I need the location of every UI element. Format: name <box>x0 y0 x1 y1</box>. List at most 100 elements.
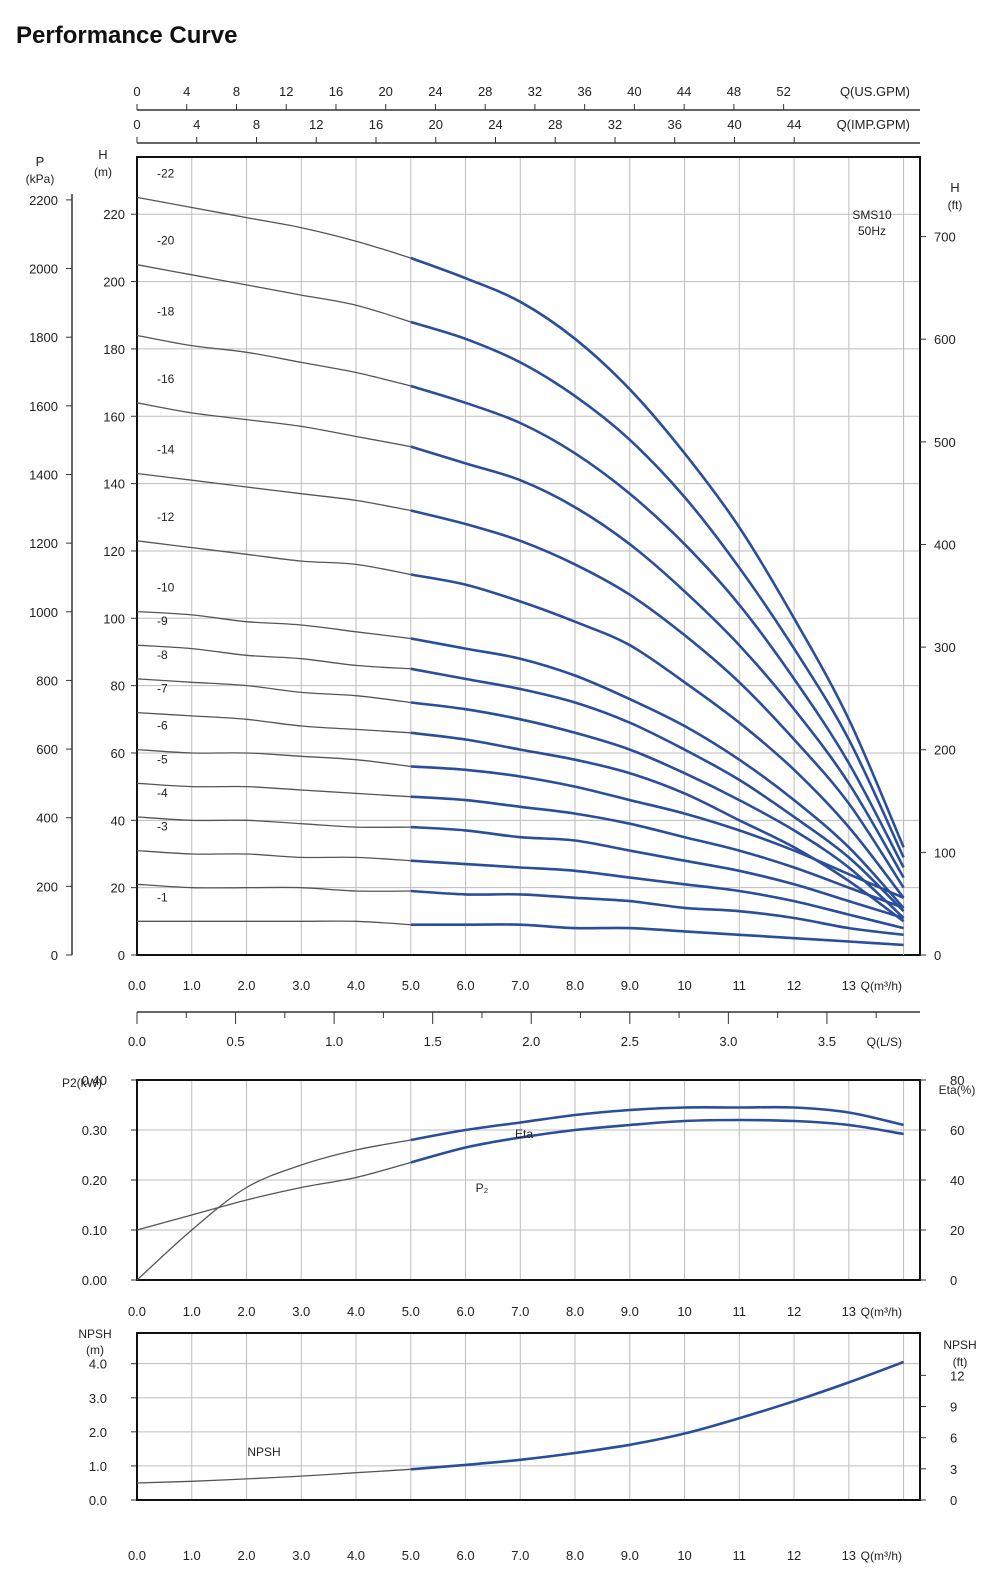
npsh-m-tick-label: 2.0 <box>89 1425 107 1440</box>
head-ft-tick-label: 200 <box>934 743 956 758</box>
head-curve-label: -22 <box>157 166 175 180</box>
head-curve-label: -8 <box>157 648 168 662</box>
head-x-tick-label: 3.0 <box>292 978 310 993</box>
npsh-curve-blue <box>410 1360 905 1471</box>
pressure-tick-label: 1600 <box>29 399 58 414</box>
head-curve-label: -7 <box>157 682 168 696</box>
head-curve-label: -6 <box>157 719 168 733</box>
power-eta-tick-label: 40 <box>950 1173 964 1188</box>
ls-tick-label: 3.0 <box>719 1034 737 1049</box>
eta-curve-blue <box>410 1105 904 1142</box>
power-eta-tick-label: 20 <box>950 1223 964 1238</box>
imp-gpm-tick-label: 4 <box>193 117 200 132</box>
power-p2-tick-label: 0.30 <box>82 1123 107 1138</box>
npsh-x-tick-label: 11 <box>733 1548 747 1563</box>
head-curve-gray <box>136 334 411 387</box>
head-plot-frame <box>136 156 921 956</box>
head-ft-tick-label: 400 <box>934 537 956 552</box>
imp-gpm-tick-label: 24 <box>488 117 502 132</box>
pressure-tick-label: 800 <box>36 673 58 688</box>
head-curve-gray <box>136 782 411 798</box>
head-curve-label: -9 <box>157 614 168 628</box>
npsh-ft-axis-unit: (ft) <box>953 1355 968 1369</box>
us-gpm-tick-label: 52 <box>776 84 790 99</box>
head-curve-gray <box>136 920 411 926</box>
head-x-tick-label: 1.0 <box>183 978 201 993</box>
pressure-tick-label: 2000 <box>29 262 58 277</box>
head-curve-label: -1 <box>157 890 168 904</box>
pressure-tick-label: 1400 <box>29 467 58 482</box>
npsh-x-tick-label: 8.0 <box>566 1548 584 1563</box>
imp-gpm-tick-label: 44 <box>787 117 801 132</box>
power-x-unit-label: Q(m³/h) <box>861 1305 902 1319</box>
head-curve-blue <box>410 667 905 913</box>
pressure-tick-label: 1800 <box>29 330 58 345</box>
npsh-x-tick-label: 6.0 <box>456 1548 474 1563</box>
pressure-axis-unit: (kPa) <box>26 172 55 186</box>
head-curve-label: -18 <box>157 304 175 318</box>
npsh-ft-tick-label: 3 <box>950 1462 957 1477</box>
imp-gpm-tick-label: 40 <box>727 117 741 132</box>
head-curve-gray <box>136 816 411 828</box>
imp-gpm-tick-label: 28 <box>548 117 562 132</box>
head-curve-blue <box>410 859 904 930</box>
ls-tick-label: 1.5 <box>424 1034 442 1049</box>
head-curve-gray <box>136 610 411 640</box>
npsh-ft-tick-label: 9 <box>950 1400 957 1415</box>
head-x-tick-label: 9.0 <box>621 978 639 993</box>
head-curve-label: -10 <box>157 581 175 595</box>
head-curve-gray <box>136 196 411 259</box>
npsh-x-tick-label: 13 <box>842 1548 856 1563</box>
power-x-tick-label: 9.0 <box>621 1304 639 1319</box>
head-h-axis-unit: (m) <box>94 165 112 179</box>
head-x-unit-label: Q(m³/h) <box>861 979 902 993</box>
npsh-curve-label: NPSH <box>247 1445 280 1459</box>
power-eta-tick-label: 60 <box>950 1123 964 1138</box>
npsh-m-tick-label: 1.0 <box>89 1459 107 1474</box>
pressure-tick-label: 1200 <box>29 536 58 551</box>
npsh-x-tick-label: 0.0 <box>128 1548 146 1563</box>
head-x-tick-label: 8.0 <box>566 978 584 993</box>
p2-curve-blue <box>410 1118 904 1164</box>
head-ft-tick-label: 700 <box>934 230 956 245</box>
ls-tick-label: 0.5 <box>227 1034 245 1049</box>
npsh-x-tick-label: 1.0 <box>183 1548 201 1563</box>
head-curve-gray <box>136 711 411 734</box>
head-h-tick-label: 100 <box>103 611 125 626</box>
page-title: Performance Curve <box>16 22 238 49</box>
npsh-x-tick-label: 7.0 <box>511 1548 529 1563</box>
head-curve-label: -20 <box>157 234 175 248</box>
head-curve-label: -12 <box>157 510 175 524</box>
npsh-x-tick-label: 4.0 <box>347 1548 365 1563</box>
head-ft-tick-label: 500 <box>934 435 956 450</box>
head-ft-tick-label: 0 <box>934 948 941 963</box>
pressure-tick-label: 0 <box>51 948 58 963</box>
head-curve-blue <box>410 701 905 919</box>
head-curve-blue <box>410 637 905 909</box>
imp-gpm-tick-label: 0 <box>133 117 140 132</box>
head-h-tick-label: 40 <box>111 813 125 828</box>
model-label: SMS10 <box>852 208 892 222</box>
head-h-axis-label: H <box>98 147 107 162</box>
npsh-ft-axis-label: NPSH <box>943 1338 976 1352</box>
power-x-tick-label: 2.0 <box>237 1304 255 1319</box>
head-x-tick-label: 13 <box>842 978 856 993</box>
head-curve-gray <box>136 849 411 862</box>
power-eta-tick-label: 0 <box>950 1273 957 1288</box>
pressure-tick-label: 1000 <box>29 605 58 620</box>
head-x-tick-label: 0.0 <box>128 978 146 993</box>
eta-curve-gray <box>136 1139 411 1281</box>
head-x-tick-label: 2.0 <box>237 978 255 993</box>
us-gpm-tick-label: 48 <box>727 84 741 99</box>
head-ft-tick-label: 600 <box>934 332 956 347</box>
head-curve-label: -14 <box>157 443 175 457</box>
power-x-tick-label: 1.0 <box>183 1304 201 1319</box>
head-x-tick-label: 7.0 <box>511 978 529 993</box>
ls-axis-label: Q(L/S) <box>867 1035 902 1049</box>
npsh-ft-tick-label: 6 <box>950 1431 957 1446</box>
pressure-tick-label: 2200 <box>29 193 58 208</box>
head-h-tick-label: 20 <box>111 881 125 896</box>
head-x-tick-label: 10 <box>677 978 691 993</box>
npsh-ft-tick-label: 12 <box>950 1368 964 1383</box>
